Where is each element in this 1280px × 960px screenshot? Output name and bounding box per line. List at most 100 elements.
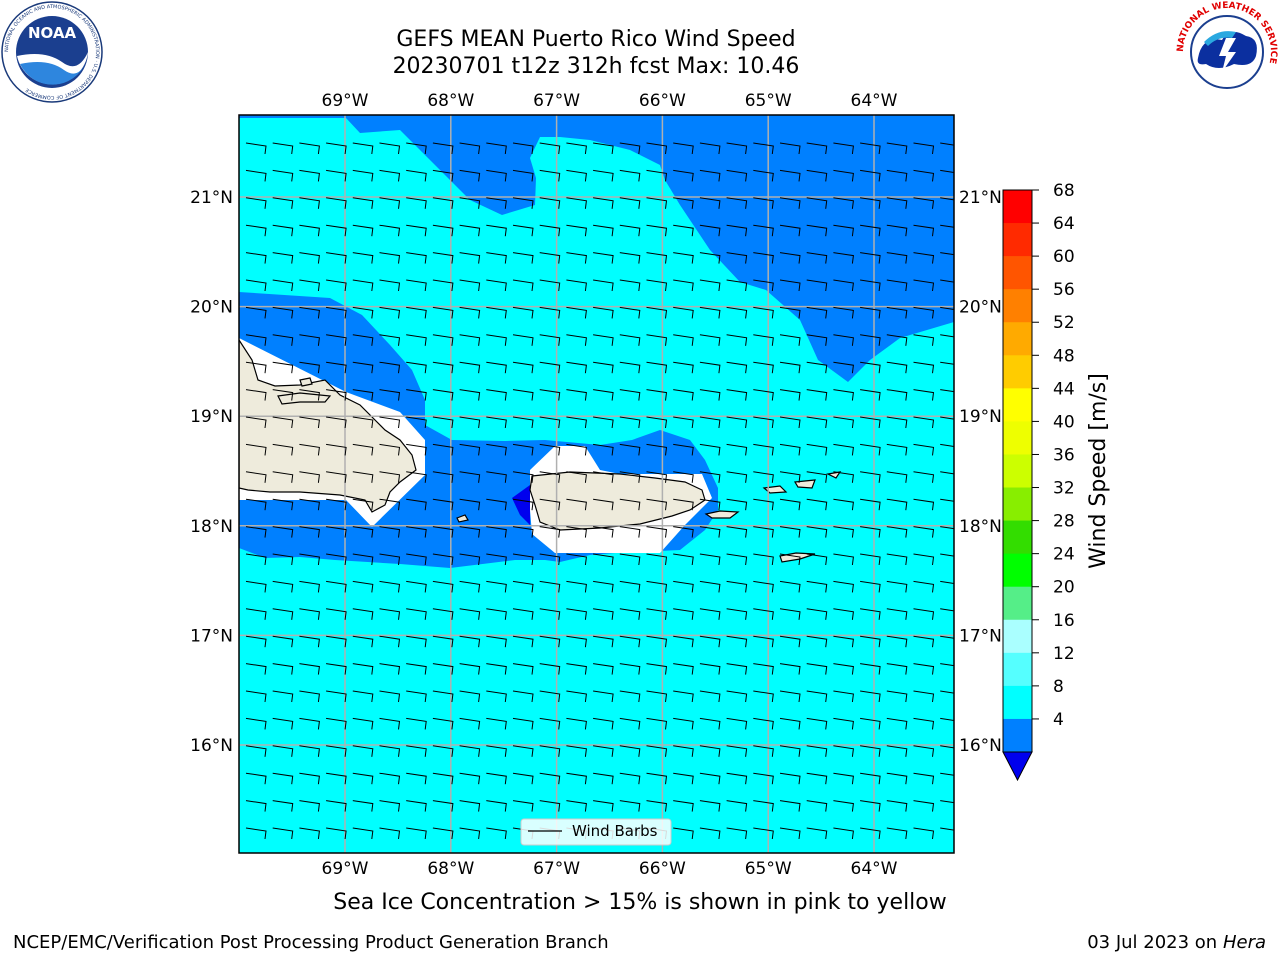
- wind-barb: [299, 389, 320, 401]
- wind-barb: [593, 389, 614, 401]
- wind-barb: [673, 745, 694, 757]
- wind-barb: [806, 827, 828, 840]
- puerto-rico-land: [529, 471, 706, 531]
- footer-host: Hera: [1222, 932, 1266, 953]
- vieques-island: [704, 510, 740, 519]
- wind-barb: [913, 389, 935, 401]
- footer-branch: NCEP/EMC/Verification Post Processing Pr…: [13, 932, 609, 953]
- wind-barb: [886, 553, 908, 566]
- wind-barb: [753, 553, 774, 566]
- wind-barb: [753, 389, 774, 401]
- wind-barb: [406, 553, 427, 566]
- wind-barb: [593, 306, 614, 319]
- wind-barb: [646, 498, 668, 511]
- wind-barb: [753, 443, 774, 456]
- wind-barb: [272, 717, 294, 730]
- wind-barb: [753, 142, 774, 155]
- wind-barb: [593, 334, 614, 346]
- wind-barb: [779, 663, 801, 675]
- wind-barb: [406, 224, 427, 237]
- wind-barb: [432, 800, 454, 812]
- wind-barb: [326, 800, 347, 812]
- wind-barb: [406, 608, 427, 620]
- wind-barb: [299, 800, 320, 812]
- wind-barb: [486, 553, 507, 566]
- wind-barb: [753, 334, 774, 346]
- wind-barb: [352, 663, 374, 675]
- wind-barb: [779, 416, 801, 429]
- colorbar-segment: [1003, 553, 1032, 588]
- wind-barb: [326, 389, 347, 401]
- wind-barb: [379, 361, 401, 374]
- wind-barb: [833, 416, 854, 429]
- wind-barb: [352, 389, 374, 401]
- wind-barb: [673, 717, 694, 730]
- wind-barb: [806, 279, 828, 292]
- wind-barb: [326, 361, 347, 374]
- colorbar-segment: [1003, 652, 1032, 687]
- wind-barb: [779, 279, 801, 292]
- wind-barb: [940, 389, 954, 393]
- wind-barb: [379, 334, 401, 346]
- wind-barb: [352, 580, 374, 593]
- nws-logo: NATIONAL WEATHER SERVICE: [1176, 1, 1278, 102]
- map-area: [239, 115, 954, 853]
- map-title: GEFS MEAN Puerto Rico Wind Speed: [396, 27, 796, 52]
- wind-barb: [566, 690, 587, 703]
- wind-barb: [806, 197, 828, 209]
- wind-barb: [913, 772, 935, 785]
- wind-barb: [806, 717, 828, 730]
- wind-barb: [833, 279, 854, 292]
- wind-barb: [779, 635, 801, 648]
- wind-barb: [860, 416, 881, 429]
- wind-barb: [726, 663, 748, 675]
- wind-barb: [726, 772, 748, 785]
- wind-barb: [753, 827, 774, 840]
- wind-barb: [806, 361, 828, 374]
- wind-barb: [886, 416, 908, 429]
- wind-barb: [619, 498, 641, 511]
- wind-barb: [379, 663, 401, 675]
- wind-barb: [860, 471, 881, 483]
- wind-barb: [459, 279, 481, 292]
- wind-barb: [753, 690, 774, 703]
- wind-barb: [913, 663, 935, 675]
- wind-barb: [379, 224, 401, 237]
- wind-barb: [486, 635, 507, 648]
- wind-barb: [245, 334, 267, 346]
- wind-barb: [753, 663, 774, 675]
- colorbar-tick-label: 56: [1053, 280, 1075, 300]
- wind-barb: [512, 608, 534, 620]
- lat-label-left: 16°N: [190, 736, 233, 756]
- wind-barb: [326, 142, 347, 155]
- wind-barb: [593, 745, 614, 757]
- wind-barb: [566, 443, 587, 456]
- wind-barb: [245, 745, 267, 757]
- wind-barb: [459, 526, 481, 538]
- wind-barb: [593, 608, 614, 620]
- wind-barb: [272, 526, 294, 538]
- wind-barb: [326, 635, 347, 648]
- wind-barb: [779, 580, 801, 593]
- wind-barb: [352, 526, 374, 538]
- colorbar-segment: [1003, 289, 1032, 323]
- wind-barb: [512, 471, 534, 483]
- wind-barb: [940, 306, 954, 310]
- wind-barb: [646, 142, 668, 155]
- wind-barb: [432, 717, 454, 730]
- wind-barb: [753, 772, 774, 785]
- wind-barb: [806, 553, 828, 566]
- wind-barb: [566, 279, 587, 292]
- wind-barb: [619, 169, 641, 182]
- wind-barb: [806, 690, 828, 703]
- wind-barb: [673, 361, 694, 374]
- wind-barb: [940, 416, 954, 420]
- wind-barb: [886, 471, 908, 483]
- wind-barb: [913, 252, 935, 264]
- wind-barb: [619, 416, 641, 429]
- wind-barb: [860, 772, 881, 785]
- wind-barb: [699, 471, 721, 483]
- wind-barb: [539, 553, 561, 566]
- wind-barb: [512, 334, 534, 346]
- wind-barb: [406, 745, 427, 757]
